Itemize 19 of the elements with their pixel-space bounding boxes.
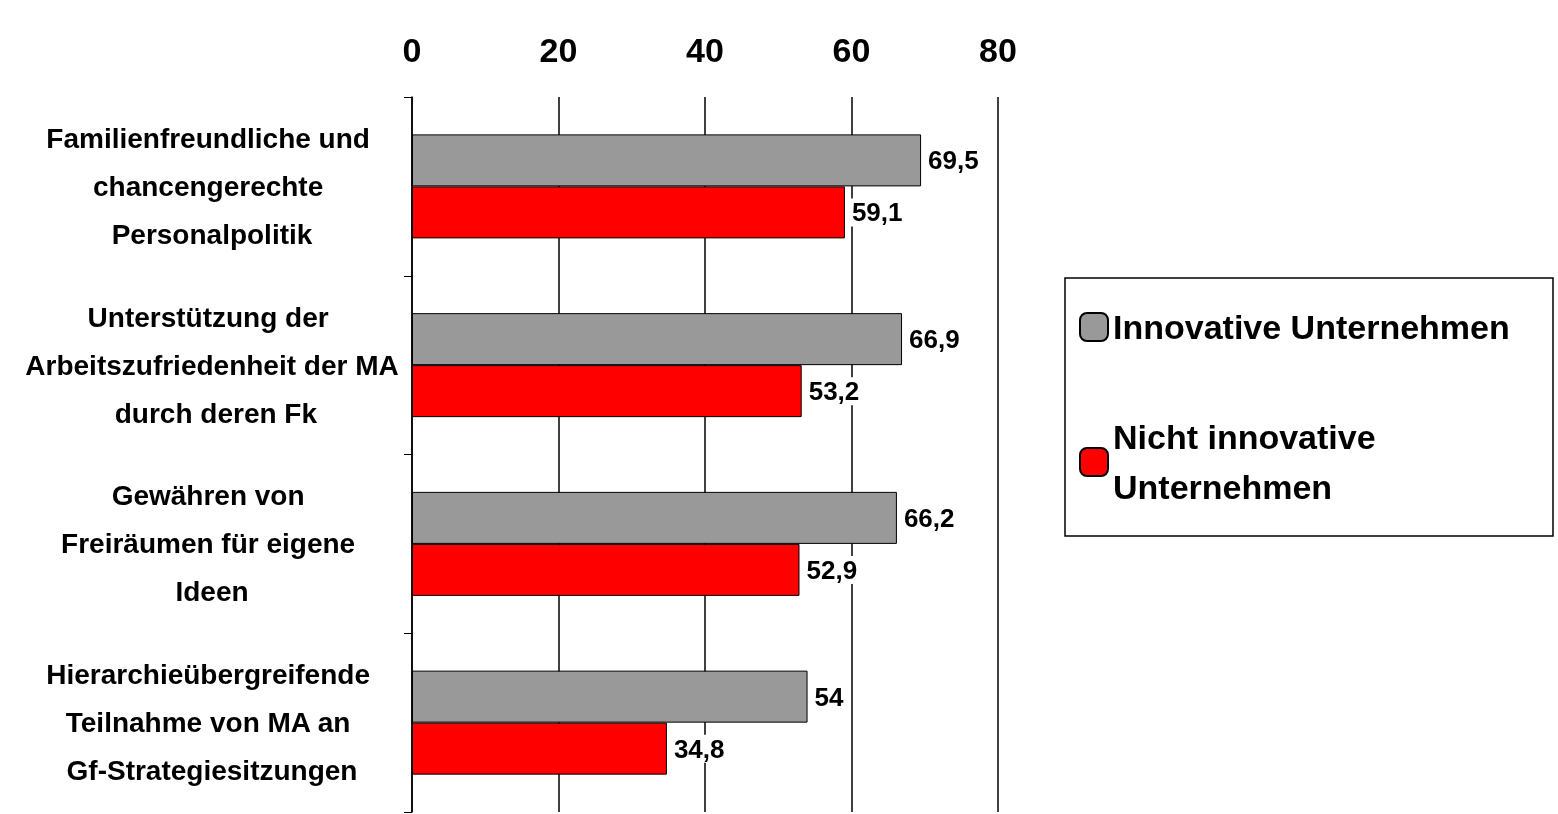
- data-label: 69,5: [928, 145, 979, 176]
- data-label: 34,8: [673, 733, 725, 764]
- x-tick-label: 60: [832, 31, 871, 69]
- y-tick-label: Unterstützung der Arbeitszufriedenheit der MA durch deren Fk: [25, 301, 399, 429]
- legend-label: Nicht innovative Unternehmen: [1113, 418, 1386, 506]
- data-label: 54: [814, 681, 845, 712]
- x-tick-label: 40: [686, 31, 724, 69]
- y-tick-label: Hierarchieübergreifende Teilnahme von MA an Gf-Strategiesitzungen: [46, 659, 378, 787]
- y-tick-label: Gewähren von Freiräumen für eigene Ideen: [61, 480, 363, 608]
- x-tick-label: 20: [539, 31, 578, 69]
- data-label: 66,9: [909, 324, 960, 355]
- legend-label: Innovative Unternehmen: [1113, 308, 1510, 346]
- data-label: 66,2: [903, 502, 955, 533]
- data-label: 53,2: [808, 376, 860, 407]
- x-tick-label: 0: [402, 31, 422, 69]
- x-tick-label: 80: [979, 31, 1017, 69]
- data-label: 59,1: [851, 197, 903, 228]
- y-tick-label: Familienfreundliche und chancengerechte Personalpolitik: [46, 122, 378, 250]
- data-label: 52,9: [806, 554, 858, 585]
